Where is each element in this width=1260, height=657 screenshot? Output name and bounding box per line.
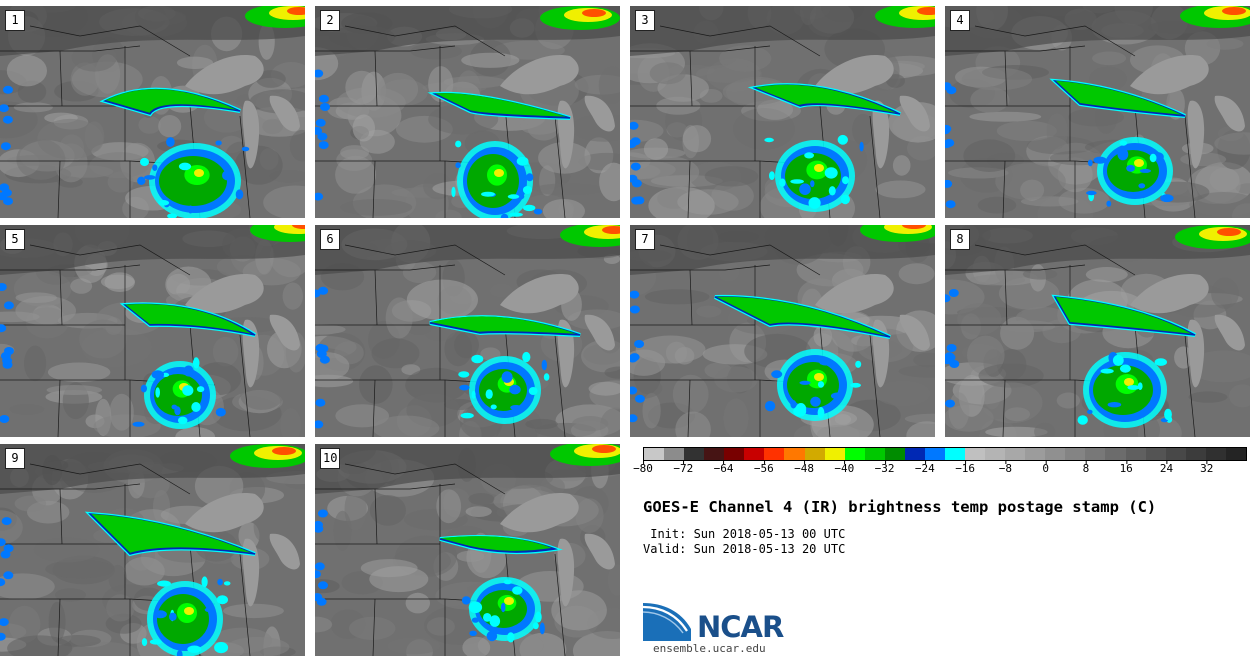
colorbar-segment [1105,448,1126,460]
panel-number: 10 [320,448,341,469]
colorbar-ticks: −80 −72 −64 −56 −48 −40 −32 −24 −16 −8 0 8 16 24 32 [633,460,1247,482]
postage-stamp-8: 8 [945,225,1250,437]
panel-number: 6 [320,229,340,250]
colorbar-segment [1005,448,1026,460]
colorbar-segment [824,448,845,460]
satellite-map-imagery [315,225,620,437]
satellite-map-imagery [630,6,935,218]
colorbar-segment [1085,448,1106,460]
colorbar-tick-label: 32 [1200,460,1214,475]
colorbar-segment [1065,448,1086,460]
satellite-map-imagery [945,225,1250,437]
colorbar-segment [1045,448,1066,460]
colorbar-segment [704,448,725,460]
colorbar-tick-label: −56 [753,460,774,475]
colorbar-tick-label: −72 [673,460,694,475]
colorbar-tick-label: 8 [1082,460,1090,475]
colorbar-segment [944,448,965,460]
colorbar-segment [864,448,885,460]
colorbar-segment [744,448,765,460]
postage-stamp-1: 1 [0,6,305,218]
colorbar-segment [1205,448,1226,460]
init-time: Init: Sun 2018-05-13 00 UTC [643,527,846,541]
colorbar-tick-label: −32 [874,460,895,475]
postage-stamp-10: 10 [315,444,620,656]
postage-stamp-6: 6 [315,225,620,437]
postage-stamp-7: 7 [630,225,935,437]
colorbar-segment [884,448,905,460]
colorbar-segment [644,448,665,460]
panel-number: 7 [635,229,655,250]
colorbar-segment [924,448,945,460]
ncar-wordmark: NCAR [697,610,784,644]
postage-stamp-4: 4 [945,6,1250,218]
postage-stamp-2: 2 [315,6,620,218]
panel-number: 8 [950,229,970,250]
colorbar-segment [764,448,785,460]
site-url: ensemble.ucar.edu [653,642,766,655]
colorbar [643,447,1247,461]
satellite-map-imagery [630,225,935,437]
colorbar-segment [1025,448,1046,460]
colorbar-tick-label: 0 [1042,460,1049,475]
colorbar-segment [804,448,825,460]
colorbar-tick-label: −80 [633,460,653,475]
satellite-map-imagery [315,444,620,656]
colorbar-segment [965,448,986,460]
colorbar-tick-label: −40 [834,460,855,475]
ncar-logo-icon [643,603,691,641]
colorbar-segment [784,448,805,460]
postage-stamp-5: 5 [0,225,305,437]
panel-number: 3 [635,10,655,31]
colorbar-tick-label: −8 [998,460,1013,475]
colorbar-segment [1185,448,1206,460]
panel-number: 4 [950,10,970,31]
valid-time: Valid: Sun 2018-05-13 20 UTC [643,542,846,556]
satellite-map-imagery [0,6,305,218]
chart-title: GOES-E Channel 4 (IR) brightness temp po… [643,498,1157,516]
colorbar-segment [684,448,705,460]
panel-number: 1 [5,10,25,31]
colorbar-segment [664,448,685,460]
colorbar-segment [1145,448,1166,460]
colorbar-tick-label: 16 [1119,460,1133,475]
colorbar-segment [724,448,745,460]
colorbar-segment [1225,448,1246,460]
panel-number: 2 [320,10,340,31]
satellite-map-imagery [315,6,620,218]
colorbar-segment [1125,448,1146,460]
satellite-map-imagery [0,225,305,437]
panel-number: 5 [5,229,25,250]
satellite-map-imagery [0,444,305,656]
colorbar-segment [904,448,925,460]
colorbar-segment [1165,448,1186,460]
colorbar-tick-label: 24 [1159,460,1174,475]
colorbar-tick-label: −16 [955,460,976,475]
panel-number: 9 [5,448,25,469]
colorbar-tick-label: −24 [914,460,935,475]
colorbar-segment [985,448,1006,460]
colorbar-tick-label: −48 [794,460,814,475]
satellite-map-imagery [945,6,1250,218]
postage-stamp-9: 9 [0,444,305,656]
colorbar-segment [844,448,865,460]
postage-stamp-3: 3 [630,6,935,218]
colorbar-tick-label: −64 [713,460,734,475]
